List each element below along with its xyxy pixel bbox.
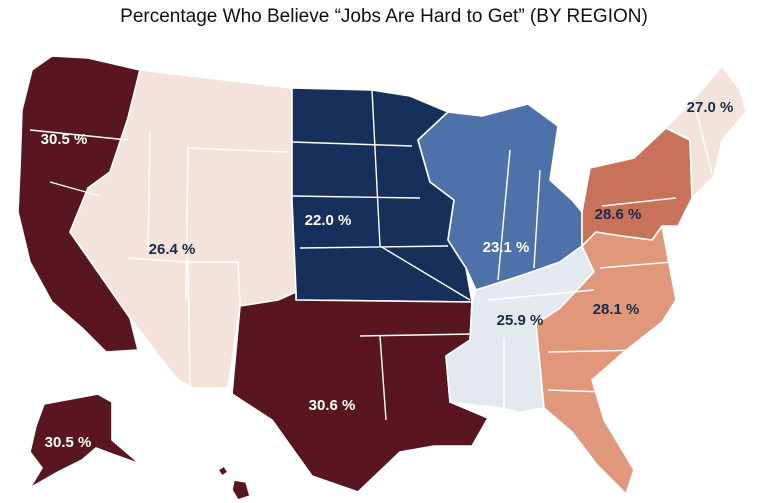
region-middle-atlantic: [581, 127, 693, 247]
label-alaska: 30.5 %: [45, 434, 92, 451]
label-middle-atlantic: 28.6 %: [595, 206, 642, 223]
label-east-south-central: 25.9 %: [497, 312, 544, 329]
label-west-north-central: 22.0 %: [305, 212, 352, 229]
label-east-north-central: 23.1 %: [483, 239, 530, 256]
region-alaska: [29, 393, 141, 489]
map-title: Percentage Who Believe “Jobs Are Hard to…: [120, 6, 648, 27]
label-pacific: 30.5 %: [41, 131, 88, 148]
region-hawaii-island-1: [217, 465, 229, 477]
label-mountain: 26.4 %: [149, 241, 196, 258]
region-new-england: [665, 65, 747, 199]
label-south-atlantic: 28.1 %: [593, 301, 640, 318]
region-labels: 30.5 % 26.4 % 22.0 % 23.1 % 25.9 % 30.6 …: [41, 99, 734, 451]
region-hawaii-island-2: [231, 479, 251, 501]
label-new-england: 27.0 %: [687, 99, 734, 116]
state-borders: [29, 89, 713, 421]
label-west-south-central: 30.6 %: [309, 397, 356, 414]
